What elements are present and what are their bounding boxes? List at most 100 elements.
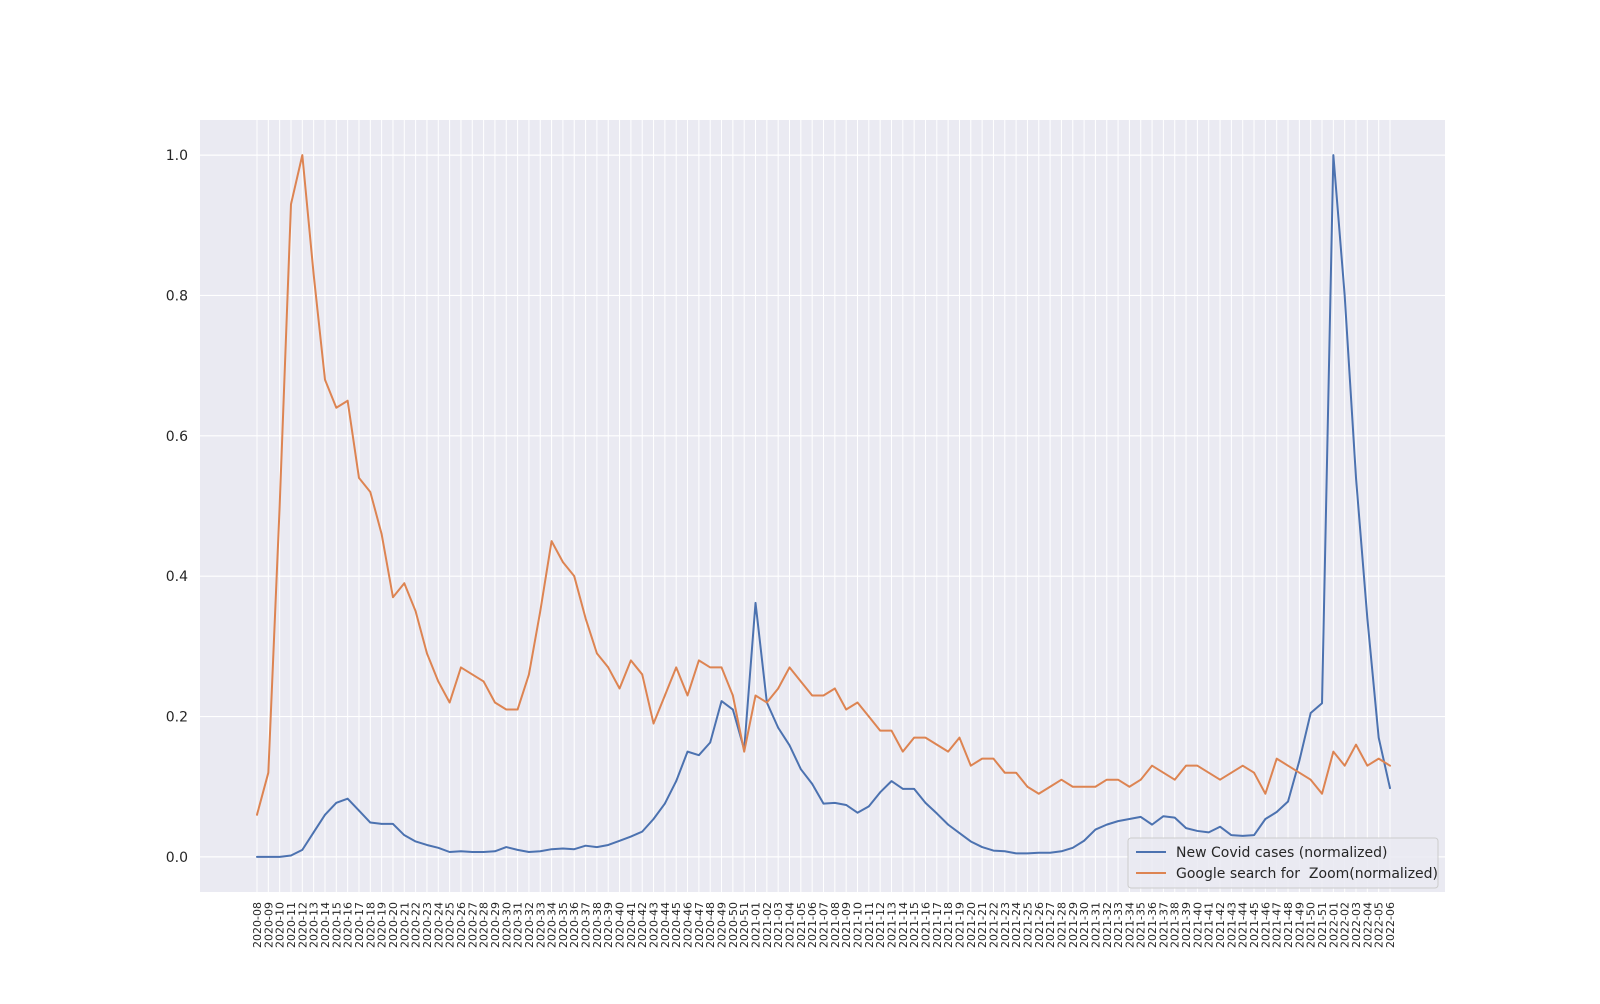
x-tick-label: 2021-21 bbox=[976, 902, 989, 948]
x-tick-label: 2022-04 bbox=[1361, 902, 1374, 948]
x-tick-label: 2020-25 bbox=[444, 902, 457, 948]
x-tick-label: 2020-14 bbox=[319, 902, 332, 948]
x-tick-label: 2021-27 bbox=[1044, 902, 1057, 948]
x-tick-label: 2020-49 bbox=[716, 902, 729, 948]
x-tick-label: 2020-29 bbox=[489, 902, 502, 948]
x-tick-label: 2021-19 bbox=[953, 902, 966, 948]
x-tick-label: 2020-42 bbox=[636, 902, 649, 948]
x-tick-label: 2020-09 bbox=[262, 902, 275, 948]
x-tick-label: 2021-04 bbox=[784, 902, 797, 948]
x-tick-label: 2020-16 bbox=[342, 902, 355, 948]
x-tick-label: 2021-15 bbox=[908, 902, 921, 948]
x-tick-label: 2021-22 bbox=[987, 902, 1000, 948]
y-tick-label: 0.2 bbox=[166, 710, 188, 726]
x-tick-label: 2021-09 bbox=[840, 902, 853, 948]
x-tick-label: 2021-07 bbox=[818, 902, 831, 948]
x-tick-label: 2020-15 bbox=[330, 902, 343, 948]
grid-lines bbox=[200, 120, 1445, 892]
x-tick-label: 2021-11 bbox=[863, 902, 876, 948]
x-tick-label: 2021-12 bbox=[874, 902, 887, 948]
x-tick-label: 2021-25 bbox=[1021, 902, 1034, 948]
x-tick-label: 2020-32 bbox=[523, 902, 536, 948]
x-tick-label: 2021-39 bbox=[1180, 902, 1193, 948]
x-tick-label: 2020-33 bbox=[534, 902, 547, 948]
x-tick-label: 2020-43 bbox=[648, 902, 661, 948]
x-tick-label: 2020-12 bbox=[296, 902, 309, 948]
x-tick-label: 2020-44 bbox=[659, 902, 672, 948]
x-tick-label: 2020-41 bbox=[625, 902, 638, 948]
x-tick-label: 2020-21 bbox=[398, 902, 411, 948]
x-tick-label: 2020-35 bbox=[557, 902, 570, 948]
x-tick-label: 2021-23 bbox=[999, 902, 1012, 948]
x-tick-label: 2020-30 bbox=[500, 902, 513, 948]
x-tick-label: 2021-31 bbox=[1089, 902, 1102, 948]
x-axis-ticks: 2020-082020-092020-102020-112020-122020-… bbox=[251, 902, 1397, 948]
x-tick-label: 2021-10 bbox=[851, 902, 864, 948]
x-tick-label: 2020-27 bbox=[466, 902, 479, 948]
x-tick-label: 2020-17 bbox=[353, 902, 366, 948]
y-tick-label: 0.8 bbox=[166, 288, 188, 304]
x-tick-label: 2020-39 bbox=[602, 902, 615, 948]
x-tick-label: 2020-34 bbox=[546, 902, 559, 948]
x-tick-label: 2021-37 bbox=[1157, 902, 1170, 948]
x-tick-label: 2021-26 bbox=[1033, 902, 1046, 948]
x-tick-label: 2020-08 bbox=[251, 902, 264, 948]
x-tick-label: 2020-23 bbox=[421, 902, 434, 948]
x-tick-label: 2021-51 bbox=[1316, 902, 1329, 948]
x-tick-label: 2021-32 bbox=[1101, 902, 1114, 948]
x-tick-label: 2020-38 bbox=[591, 902, 604, 948]
x-tick-label: 2020-13 bbox=[308, 902, 321, 948]
x-tick-label: 2021-20 bbox=[965, 902, 978, 948]
x-tick-label: 2021-44 bbox=[1237, 902, 1250, 948]
x-tick-label: 2021-02 bbox=[761, 902, 774, 948]
y-tick-label: 0.0 bbox=[166, 850, 188, 866]
x-tick-label: 2021-28 bbox=[1055, 902, 1068, 948]
x-tick-label: 2021-36 bbox=[1146, 902, 1159, 948]
x-tick-label: 2020-40 bbox=[614, 902, 627, 948]
x-tick-label: 2021-01 bbox=[750, 902, 763, 948]
x-tick-label: 2020-31 bbox=[512, 902, 525, 948]
x-tick-label: 2021-24 bbox=[1010, 902, 1023, 948]
x-tick-label: 2021-45 bbox=[1248, 902, 1261, 948]
series-line-zoom bbox=[256, 154, 1391, 816]
x-tick-label: 2021-18 bbox=[942, 902, 955, 948]
x-tick-label: 2020-11 bbox=[285, 902, 298, 948]
x-tick-label: 2021-50 bbox=[1305, 902, 1318, 948]
series-lines bbox=[256, 154, 1391, 858]
x-tick-label: 2020-26 bbox=[455, 902, 468, 948]
x-tick-label: 2021-34 bbox=[1123, 902, 1136, 948]
x-tick-label: 2020-24 bbox=[432, 902, 445, 948]
y-tick-label: 0.6 bbox=[166, 429, 188, 445]
legend-label-covid: New Covid cases (normalized) bbox=[1176, 845, 1387, 861]
legend-label-zoom: Google search for Zoom(normalized) bbox=[1176, 866, 1438, 882]
x-tick-label: 2020-19 bbox=[376, 902, 389, 948]
x-tick-label: 2021-35 bbox=[1135, 902, 1148, 948]
y-axis-ticks: 0.0 0.2 0.4 0.6 0.8 1.0 bbox=[166, 148, 188, 866]
x-tick-label: 2021-14 bbox=[897, 902, 910, 948]
x-tick-label: 2020-10 bbox=[274, 902, 287, 948]
x-tick-label: 2020-37 bbox=[580, 902, 593, 948]
x-tick-label: 2021-40 bbox=[1191, 902, 1204, 948]
series-line-covid bbox=[256, 154, 1391, 858]
x-tick-label: 2020-50 bbox=[727, 902, 740, 948]
x-tick-label: 2021-30 bbox=[1078, 902, 1091, 948]
x-tick-label: 2021-16 bbox=[919, 902, 932, 948]
x-tick-label: 2021-13 bbox=[885, 902, 898, 948]
x-tick-label: 2021-33 bbox=[1112, 902, 1125, 948]
x-tick-label: 2022-02 bbox=[1339, 902, 1352, 948]
x-tick-label: 2021-43 bbox=[1225, 902, 1238, 948]
y-tick-label: 1.0 bbox=[166, 148, 188, 164]
x-tick-label: 2021-41 bbox=[1203, 902, 1216, 948]
x-tick-label: 2021-06 bbox=[806, 902, 819, 948]
x-tick-label: 2021-17 bbox=[931, 902, 944, 948]
x-tick-label: 2021-49 bbox=[1293, 902, 1306, 948]
x-tick-label: 2020-48 bbox=[704, 902, 717, 948]
x-tick-label: 2020-45 bbox=[670, 902, 683, 948]
x-tick-label: 2021-08 bbox=[829, 902, 842, 948]
legend: New Covid cases (normalized) Google sear… bbox=[1127, 837, 1439, 889]
x-tick-label: 2020-46 bbox=[682, 902, 695, 948]
x-tick-label: 2021-38 bbox=[1169, 902, 1182, 948]
x-tick-label: 2021-47 bbox=[1271, 902, 1284, 948]
y-tick-label: 0.4 bbox=[166, 569, 188, 585]
plot-background bbox=[200, 120, 1445, 892]
